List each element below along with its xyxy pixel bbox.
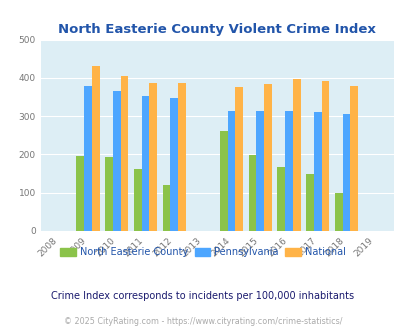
Bar <box>235 87 243 231</box>
Legend: North Easterie County, Pennsylvania, National: North Easterie County, Pennsylvania, Nat… <box>56 243 349 261</box>
Bar <box>162 185 170 231</box>
Bar <box>92 66 99 231</box>
Bar <box>220 131 227 231</box>
Title: North Easterie County Violent Crime Index: North Easterie County Violent Crime Inde… <box>58 23 375 36</box>
Bar <box>248 155 256 231</box>
Bar <box>321 81 328 231</box>
Bar <box>256 111 264 231</box>
Bar <box>313 112 321 231</box>
Bar <box>350 85 357 231</box>
Bar <box>120 76 128 231</box>
Bar <box>264 84 271 231</box>
Bar <box>292 79 300 231</box>
Bar <box>113 91 120 231</box>
Bar <box>76 155 84 231</box>
Text: © 2025 CityRating.com - https://www.cityrating.com/crime-statistics/: © 2025 CityRating.com - https://www.city… <box>64 317 341 326</box>
Bar <box>277 167 284 231</box>
Bar <box>149 83 157 231</box>
Bar <box>334 193 342 231</box>
Bar <box>177 83 185 231</box>
Bar <box>170 98 177 231</box>
Bar <box>84 86 92 231</box>
Text: Crime Index corresponds to incidents per 100,000 inhabitants: Crime Index corresponds to incidents per… <box>51 291 354 301</box>
Bar <box>105 157 113 231</box>
Bar <box>141 96 149 231</box>
Bar <box>305 174 313 231</box>
Bar <box>342 114 350 231</box>
Bar <box>284 111 292 231</box>
Bar <box>227 111 235 231</box>
Bar <box>134 169 141 231</box>
